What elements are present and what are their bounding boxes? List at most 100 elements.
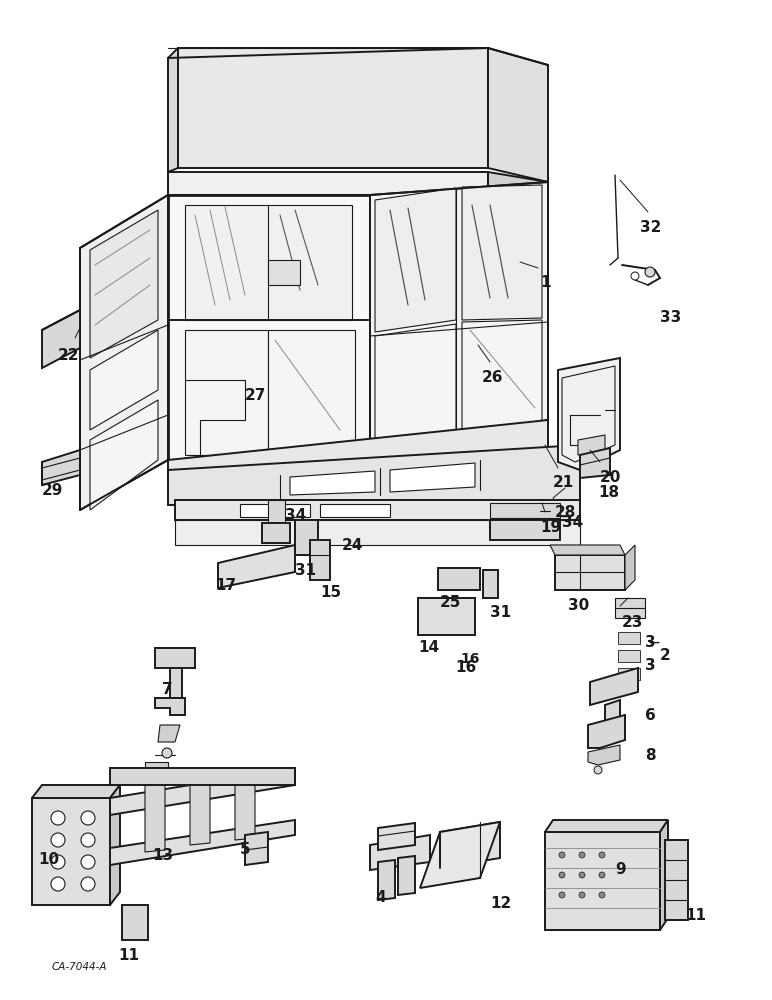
Polygon shape <box>158 725 180 742</box>
Circle shape <box>51 833 65 847</box>
Text: 10: 10 <box>38 852 59 867</box>
Polygon shape <box>665 840 688 920</box>
Text: 17: 17 <box>215 578 236 593</box>
Polygon shape <box>178 48 488 168</box>
Polygon shape <box>42 310 80 368</box>
Circle shape <box>51 855 65 869</box>
Text: —: — <box>648 638 659 648</box>
Polygon shape <box>440 822 500 868</box>
Polygon shape <box>462 320 542 448</box>
Polygon shape <box>555 555 625 590</box>
Polygon shape <box>488 48 548 182</box>
Text: 31: 31 <box>490 605 511 620</box>
Polygon shape <box>245 832 268 865</box>
Polygon shape <box>375 188 456 332</box>
Polygon shape <box>110 820 295 865</box>
Polygon shape <box>90 210 158 358</box>
Polygon shape <box>483 570 498 598</box>
Polygon shape <box>110 785 120 905</box>
Circle shape <box>579 852 585 858</box>
Polygon shape <box>235 769 255 840</box>
Polygon shape <box>240 504 310 517</box>
Circle shape <box>81 811 95 825</box>
Text: 16: 16 <box>460 652 479 666</box>
Circle shape <box>81 833 95 847</box>
Polygon shape <box>32 798 110 905</box>
Polygon shape <box>268 260 300 285</box>
Circle shape <box>81 855 95 869</box>
Polygon shape <box>122 905 148 940</box>
Circle shape <box>579 872 585 878</box>
Polygon shape <box>398 856 415 895</box>
Polygon shape <box>615 598 645 618</box>
Circle shape <box>51 877 65 891</box>
Polygon shape <box>310 540 330 580</box>
Polygon shape <box>545 832 660 930</box>
Text: CA-7044-A: CA-7044-A <box>52 962 107 972</box>
Text: 15: 15 <box>320 585 341 600</box>
Text: 6: 6 <box>645 708 655 723</box>
Text: 3: 3 <box>645 658 655 673</box>
Circle shape <box>559 852 565 858</box>
Text: 12: 12 <box>490 896 511 911</box>
Text: 16: 16 <box>455 660 476 675</box>
Polygon shape <box>375 324 456 462</box>
Polygon shape <box>110 768 295 815</box>
Polygon shape <box>390 463 475 492</box>
Polygon shape <box>80 195 168 510</box>
Polygon shape <box>462 185 542 320</box>
Text: 27: 27 <box>245 388 266 403</box>
Circle shape <box>559 872 565 878</box>
Polygon shape <box>588 715 625 748</box>
Circle shape <box>162 748 172 758</box>
Text: 8: 8 <box>645 748 655 763</box>
Polygon shape <box>420 822 500 888</box>
Polygon shape <box>175 520 580 545</box>
Polygon shape <box>588 745 620 765</box>
Polygon shape <box>370 835 430 870</box>
Text: 5: 5 <box>240 842 251 857</box>
Polygon shape <box>488 172 548 198</box>
Polygon shape <box>145 762 168 780</box>
Circle shape <box>645 267 655 277</box>
Polygon shape <box>490 520 560 540</box>
Polygon shape <box>170 668 182 698</box>
Text: 26: 26 <box>482 370 503 385</box>
Polygon shape <box>558 358 620 470</box>
Text: 21: 21 <box>553 475 574 490</box>
Text: 25: 25 <box>440 595 462 610</box>
Polygon shape <box>155 698 185 715</box>
Polygon shape <box>418 598 475 635</box>
Polygon shape <box>295 520 318 555</box>
Polygon shape <box>268 500 285 525</box>
Polygon shape <box>618 632 640 644</box>
Polygon shape <box>262 523 290 543</box>
Polygon shape <box>185 205 352 320</box>
Circle shape <box>631 272 639 280</box>
Polygon shape <box>110 768 295 785</box>
Polygon shape <box>90 400 158 510</box>
Polygon shape <box>218 545 295 588</box>
Polygon shape <box>168 172 488 195</box>
Polygon shape <box>168 445 580 505</box>
Text: 28: 28 <box>555 505 577 520</box>
Circle shape <box>599 892 605 898</box>
Polygon shape <box>175 500 580 520</box>
Polygon shape <box>145 782 165 852</box>
Polygon shape <box>605 700 620 728</box>
Polygon shape <box>660 820 668 930</box>
Polygon shape <box>185 330 268 455</box>
Text: 1: 1 <box>540 275 550 290</box>
Circle shape <box>599 872 605 878</box>
Text: 7: 7 <box>162 682 173 697</box>
Circle shape <box>559 892 565 898</box>
Polygon shape <box>378 823 415 850</box>
Polygon shape <box>590 668 638 705</box>
Text: 11: 11 <box>118 948 139 963</box>
Polygon shape <box>290 471 375 495</box>
Circle shape <box>599 852 605 858</box>
Polygon shape <box>190 775 210 845</box>
Polygon shape <box>168 48 178 172</box>
Circle shape <box>579 892 585 898</box>
Text: 31: 31 <box>295 563 316 578</box>
